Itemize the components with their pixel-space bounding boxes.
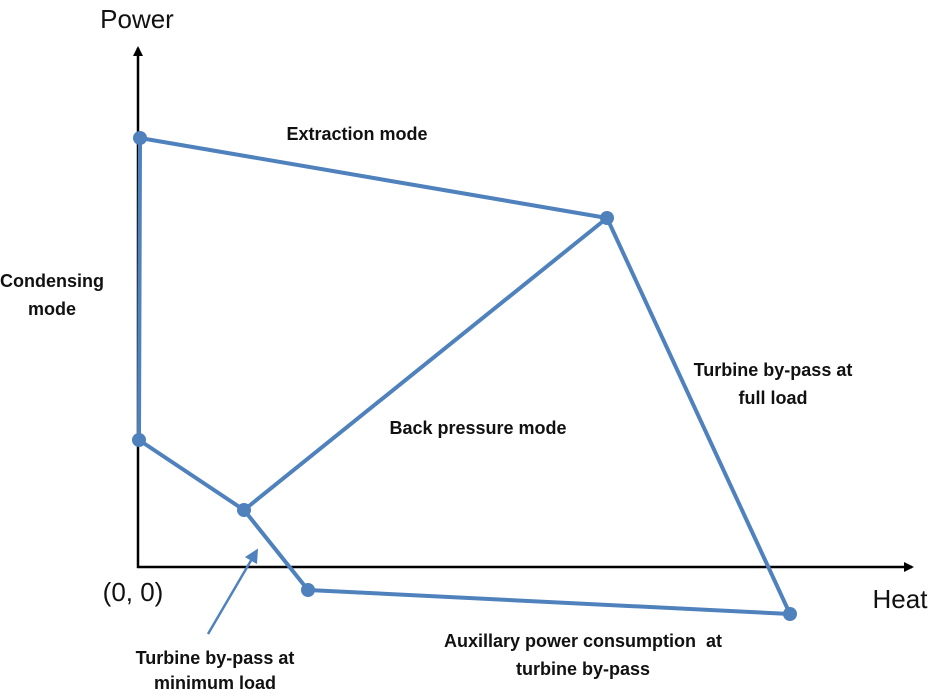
point	[600, 211, 614, 225]
point	[133, 131, 147, 145]
point	[237, 503, 251, 517]
label: minimum load	[154, 673, 276, 693]
label: mode	[28, 299, 76, 319]
label: Turbine by-pass at	[694, 360, 853, 380]
point	[783, 607, 797, 621]
y-axis-label: Power	[100, 4, 174, 34]
label: Extraction mode	[286, 124, 427, 144]
label: Turbine by-pass at	[136, 648, 295, 668]
point	[132, 433, 146, 447]
label: Condensing	[0, 271, 104, 291]
pointer-arrow	[206, 548, 259, 635]
origin-label: (0, 0)	[103, 577, 164, 607]
back-pressure-line	[242, 216, 609, 512]
point	[301, 583, 315, 597]
label: Back pressure mode	[389, 418, 566, 438]
corner-points	[132, 131, 797, 621]
x-axis-label: Heat	[873, 584, 929, 614]
label: Auxillary power consumption at	[444, 631, 722, 651]
label: turbine by-pass	[516, 659, 650, 679]
operating-region	[137, 136, 792, 616]
label: full load	[739, 388, 808, 408]
